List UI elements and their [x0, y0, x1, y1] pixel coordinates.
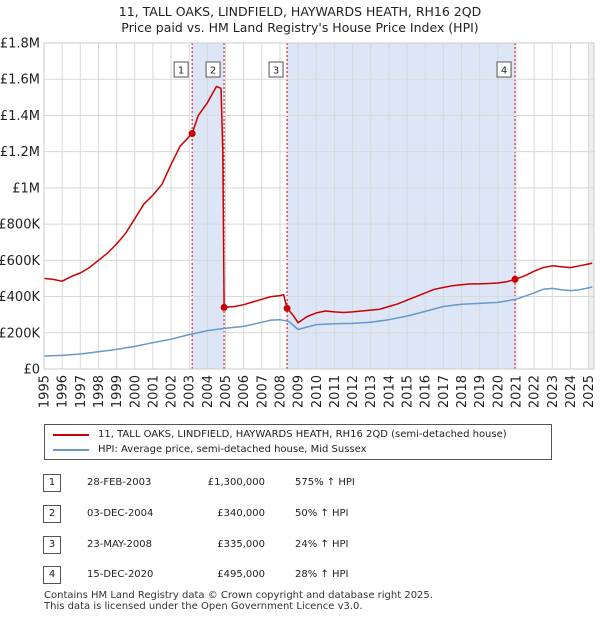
y-tick-label: £1.4M	[0, 109, 40, 124]
transaction-hpi: 24% ↑ HPI	[295, 539, 349, 550]
axes-layer: £0 £200K £400K £600K £800K £1M £1.2M £1.4M £1.6M…	[0, 37, 597, 409]
transaction-badge: 3	[43, 536, 61, 554]
sale-shading-layer	[44, 43, 594, 369]
transaction-hpi: 28% ↑ HPI	[295, 569, 349, 580]
x-tick-label: 2022	[528, 375, 543, 408]
sale-number-label: 2	[210, 66, 216, 77]
x-tick-label: 2000	[128, 375, 143, 408]
x-tick-label: 2020	[491, 375, 506, 408]
legend-item-property: 11, TALL OAKS, LINDFIELD, HAYWARDS HEATH…	[53, 428, 507, 442]
hpi-line	[43, 286, 593, 357]
sale-period-band	[287, 43, 516, 369]
y-tick-label: £1.6M	[0, 73, 40, 88]
x-tick-label: 2013	[364, 375, 379, 408]
series-layer	[43, 85, 593, 357]
x-tick-label: 1996	[56, 375, 71, 408]
sale-marker-layer: 1 2 3 4	[173, 61, 519, 312]
y-tick-label: £400K	[0, 290, 40, 305]
x-tick-label: 2025	[582, 375, 597, 408]
forecast-area	[588, 43, 594, 369]
transaction-date: 28-FEB-2003	[87, 477, 152, 488]
legend-swatch-hpi	[53, 449, 89, 451]
legend-item-hpi: HPI: Average price, semi-detached house,…	[53, 443, 367, 457]
x-tick-label: 2001	[146, 375, 161, 408]
sale-number-box	[173, 61, 189, 78]
legend-label-hpi: HPI: Average price, semi-detached house,…	[98, 444, 367, 455]
transaction-price: £335,000	[217, 539, 265, 550]
x-tick-label: 2024	[564, 375, 579, 408]
x-tick-label: 2014	[382, 375, 397, 408]
transaction-hpi: 575% ↑ HPI	[295, 477, 355, 488]
transaction-badge: 1	[43, 474, 61, 492]
x-tick-label: 2009	[292, 375, 307, 408]
transaction-date: 23-MAY-2008	[87, 539, 153, 550]
y-tick-label: £600K	[0, 254, 40, 269]
x-tick-label: 2018	[455, 375, 470, 408]
y-tick-label: £1.8M	[0, 37, 40, 52]
legend-swatch-property	[53, 434, 89, 436]
legend-label-property: 11, TALL OAKS, LINDFIELD, HAYWARDS HEATH…	[98, 429, 507, 440]
x-tick-label: 2023	[546, 375, 561, 408]
x-tick-label: 1997	[74, 375, 89, 408]
footer-copyright: Contains HM Land Registry data © Crown c…	[44, 590, 433, 601]
x-tick-label: 2021	[509, 375, 524, 408]
x-tick-label: 2007	[255, 375, 270, 408]
transaction-price: £340,000	[217, 508, 265, 519]
chart-subtitle: Price paid vs. HM Land Registry's House …	[121, 20, 479, 35]
chart-title-line1: 11, TALL OAKS, LINDFIELD, HAYWARDS HEATH…	[118, 4, 482, 19]
x-tick-label: 1998	[92, 375, 107, 408]
sale-period-band	[192, 43, 225, 369]
chart-title: 11, TALL OAKS, LINDFIELD, HAYWARDS HEATH…	[0, 4, 600, 36]
x-tick-label: 2017	[437, 375, 452, 408]
sale-point	[283, 304, 291, 312]
x-tick-label: 2016	[419, 375, 434, 408]
sale-number-box	[268, 61, 284, 78]
transaction-badge: 2	[43, 505, 61, 523]
sale-number-box	[205, 61, 221, 78]
transaction-date: 03-DEC-2004	[87, 508, 154, 519]
x-tick-label: 2006	[237, 375, 252, 408]
x-tick-label: 2008	[273, 375, 288, 408]
x-tick-label: 2002	[165, 375, 180, 408]
sale-point	[511, 275, 519, 283]
y-tick-label: £1M	[12, 181, 40, 196]
transaction-date: 15-DEC-2020	[87, 569, 154, 580]
price-chart: 1 2 3 4 £0 £200K £400K £600K £800K £1M £1.2M £1.4M…	[0, 37, 597, 409]
property-price-line	[43, 85, 593, 324]
plot-border	[43, 42, 595, 370]
transaction-hpi: 50% ↑ HPI	[295, 508, 349, 519]
sale-number-label: 3	[273, 66, 279, 77]
x-tick-label: 2005	[219, 375, 234, 408]
y-tick-label: £0	[23, 363, 40, 378]
x-tick-label: 1999	[110, 375, 125, 408]
transaction-badge: 4	[43, 566, 61, 584]
footer-license: This data is licensed under the Open Gov…	[44, 601, 363, 612]
grid-layer	[43, 42, 594, 370]
x-tick-label: 2010	[310, 375, 325, 408]
y-tick-label: £200K	[0, 326, 40, 341]
x-tick-label: 2004	[201, 375, 216, 408]
sale-point	[188, 130, 196, 138]
transaction-price: £1,300,000	[207, 477, 265, 488]
legend: 11, TALL OAKS, LINDFIELD, HAYWARDS HEATH…	[44, 424, 552, 460]
sale-number-label: 4	[501, 66, 507, 77]
x-tick-label: 2012	[346, 375, 361, 408]
sale-point	[220, 303, 228, 311]
x-tick-label: 2003	[183, 375, 198, 408]
sale-number-label: 1	[178, 66, 184, 77]
x-tick-label: 2019	[473, 375, 488, 408]
x-tick-label: 1995	[38, 375, 53, 408]
x-tick-label: 2011	[328, 375, 343, 408]
sale-number-box	[496, 61, 512, 78]
y-tick-label: £800K	[0, 218, 40, 233]
y-tick-label: £1.2M	[0, 145, 40, 160]
x-tick-label: 2015	[401, 375, 416, 408]
footer: Contains HM Land Registry data © Crown c…	[44, 590, 433, 612]
transaction-price: £495,000	[217, 569, 265, 580]
